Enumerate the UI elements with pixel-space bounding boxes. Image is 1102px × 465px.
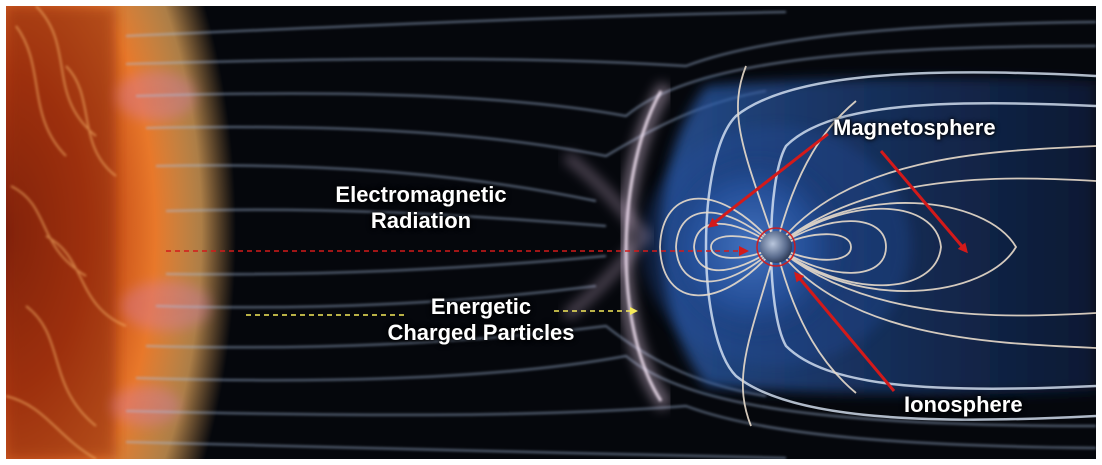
ionosphere-arrow — [794, 271, 896, 392]
bow-shock — [562, 82, 672, 411]
particles-label-line2: Charged Particles — [387, 320, 575, 345]
earth — [756, 227, 796, 267]
magnetosphere-arrow-left — [707, 132, 829, 228]
particles-label: Energetic Charged Particles — [356, 294, 606, 346]
magnetosphere-arrow-right — [879, 150, 968, 254]
ionosphere-ring — [756, 227, 796, 267]
ionosphere-label: Ionosphere — [904, 392, 1023, 417]
particles-label-line1: Energetic — [430, 294, 532, 319]
magnetosphere-label: Magnetosphere — [833, 115, 996, 140]
em-radiation-label-line1: Electromagnetic — [335, 182, 507, 207]
sun-earth-magnetosphere-diagram — [6, 6, 1096, 459]
em-radiation-label: Electromagnetic Radiation — [286, 182, 556, 234]
em-radiation-label-line2: Radiation — [370, 208, 472, 233]
sun-illustration — [6, 6, 236, 459]
diagram-frame: Electromagnetic Radiation Energetic Char… — [6, 6, 1096, 459]
magnetic-field-lines — [659, 65, 1096, 427]
